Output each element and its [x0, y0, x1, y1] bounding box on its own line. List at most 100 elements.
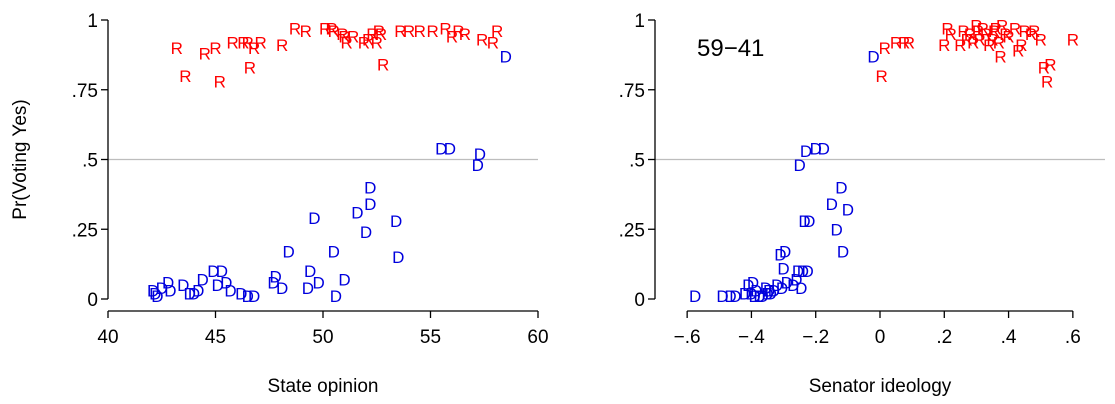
y-tick-label: .75: [619, 81, 645, 102]
point-d: D: [724, 287, 736, 306]
point-r: R: [214, 72, 226, 91]
point-r: R: [319, 19, 331, 38]
point-d: D: [797, 262, 809, 281]
point-d: D: [794, 156, 806, 175]
point-d: D: [224, 282, 236, 301]
point-r: R: [983, 36, 995, 55]
point-d: D: [156, 279, 168, 298]
point-d: D: [364, 195, 376, 214]
point-r: R: [336, 25, 348, 44]
point-r: R: [996, 17, 1008, 36]
point-r: R: [375, 25, 387, 44]
point-r: R: [328, 22, 340, 41]
point-r: R: [244, 58, 256, 77]
point-d: D: [768, 282, 780, 301]
point-r: R: [446, 28, 458, 47]
point-d: D: [270, 268, 282, 287]
point-r: R: [394, 22, 406, 41]
point-r: R: [1012, 42, 1024, 61]
point-r: R: [875, 67, 887, 86]
y-tick-label: .5: [82, 151, 98, 172]
point-d: D: [830, 220, 842, 239]
point-r: R: [1035, 31, 1047, 50]
point-d: D: [313, 273, 325, 292]
point-d: D: [184, 284, 196, 303]
point-d: D: [795, 279, 807, 298]
point-r: R: [972, 22, 984, 41]
point-d: D: [867, 47, 879, 66]
point-r: R: [945, 25, 957, 44]
point-d: D: [500, 47, 512, 66]
y-tick-label: 1: [87, 11, 98, 32]
y-tick-label: .25: [619, 220, 645, 241]
point-r: R: [999, 25, 1011, 44]
point-r: R: [427, 22, 439, 41]
point-d: D: [739, 284, 751, 303]
point-d: D: [771, 276, 783, 295]
y-axis-title: Pr(Voting Yes): [10, 99, 31, 219]
point-d: D: [177, 276, 189, 295]
point-r: R: [171, 39, 183, 58]
point-r: R: [967, 33, 979, 52]
point-r: R: [988, 22, 1000, 41]
panel-state-opinion: 0 .25 .5 .75 1 40 45 50 55 60 State opinion Pr(Voti…: [10, 11, 549, 397]
point-r: R: [476, 31, 488, 50]
point-r: R: [179, 67, 191, 86]
point-d: D: [162, 273, 174, 292]
point-d: D: [753, 287, 765, 306]
point-r: R: [227, 33, 239, 52]
point-r: R: [980, 25, 992, 44]
point-d: D: [444, 139, 456, 158]
point-r: R: [209, 39, 221, 58]
point-d: D: [216, 262, 228, 281]
point-d: D: [689, 287, 701, 306]
point-d: D: [149, 284, 161, 303]
point-r: R: [362, 31, 374, 50]
point-r: R: [325, 19, 337, 38]
point-r: R: [487, 33, 499, 52]
point-d: D: [364, 178, 376, 197]
point-r: R: [957, 22, 969, 41]
point-r: R: [1009, 19, 1021, 38]
point-d: D: [147, 282, 159, 301]
point-d: D: [302, 279, 314, 298]
x-tick-label: 50: [312, 327, 333, 348]
point-d: D: [790, 270, 802, 289]
point-d: D: [835, 178, 847, 197]
point-r: R: [452, 22, 464, 41]
point-d: D: [474, 145, 486, 164]
point-r: R: [338, 28, 350, 47]
point-d: D: [787, 276, 799, 295]
point-r: R: [237, 33, 249, 52]
y-tick-label: .75: [72, 81, 98, 102]
point-d: D: [282, 243, 294, 262]
point-d: D: [781, 273, 793, 292]
point-d: D: [747, 273, 759, 292]
point-d: D: [472, 156, 484, 175]
point-r: R: [994, 47, 1006, 66]
point-d: D: [729, 287, 741, 306]
point-d: D: [220, 273, 232, 292]
point-d: D: [749, 287, 761, 306]
point-d: D: [212, 276, 224, 295]
point-d: D: [196, 270, 208, 289]
y-tick-label: 0: [87, 290, 98, 311]
point-r: R: [964, 25, 976, 44]
y-tick-label: 0: [634, 290, 645, 311]
point-r: R: [990, 19, 1002, 38]
point-d: D: [842, 201, 854, 220]
point-r: R: [373, 22, 385, 41]
point-d: D: [776, 279, 788, 298]
point-d: D: [151, 287, 163, 306]
point-r: R: [970, 17, 982, 36]
point-r: R: [439, 19, 451, 38]
x-tick-label: .2: [936, 327, 952, 348]
x-axis-title: State opinion: [268, 376, 379, 397]
point-d: D: [248, 287, 260, 306]
point-d: D: [774, 245, 786, 264]
point-d: D: [810, 139, 822, 158]
